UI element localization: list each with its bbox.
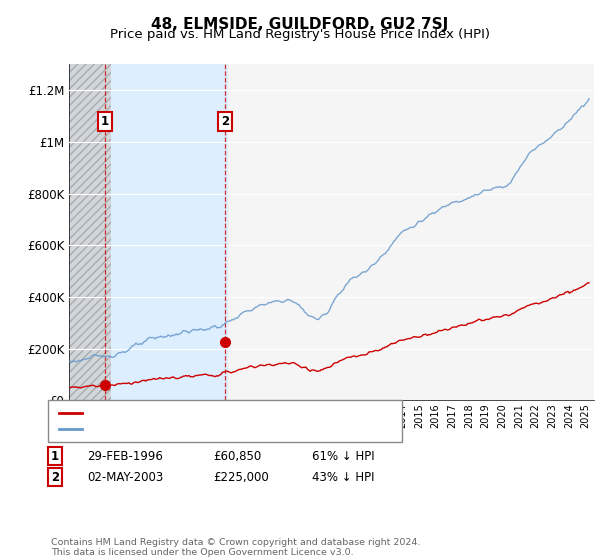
Text: 29-FEB-1996: 29-FEB-1996	[87, 450, 163, 463]
Bar	[69, 64, 110, 400]
Text: 48, ELMSIDE, GUILDFORD, GU2 7SJ (detached house): 48, ELMSIDE, GUILDFORD, GU2 7SJ (detache…	[88, 408, 385, 418]
Text: 2: 2	[221, 115, 229, 128]
Text: £225,000: £225,000	[213, 470, 269, 484]
Text: 1: 1	[51, 450, 59, 463]
Text: HPI: Average price, detached house, Guildford: HPI: Average price, detached house, Guil…	[88, 424, 346, 435]
Text: 2: 2	[51, 470, 59, 484]
Text: 02-MAY-2003: 02-MAY-2003	[87, 470, 163, 484]
Text: 61% ↓ HPI: 61% ↓ HPI	[312, 450, 374, 463]
Text: 1: 1	[101, 115, 109, 128]
Bar	[69, 64, 227, 400]
Text: 43% ↓ HPI: 43% ↓ HPI	[312, 470, 374, 484]
Text: 48, ELMSIDE, GUILDFORD, GU2 7SJ: 48, ELMSIDE, GUILDFORD, GU2 7SJ	[151, 17, 449, 32]
Text: Contains HM Land Registry data © Crown copyright and database right 2024.
This d: Contains HM Land Registry data © Crown c…	[51, 538, 421, 557]
Text: £60,850: £60,850	[213, 450, 261, 463]
Text: Price paid vs. HM Land Registry's House Price Index (HPI): Price paid vs. HM Land Registry's House …	[110, 28, 490, 41]
